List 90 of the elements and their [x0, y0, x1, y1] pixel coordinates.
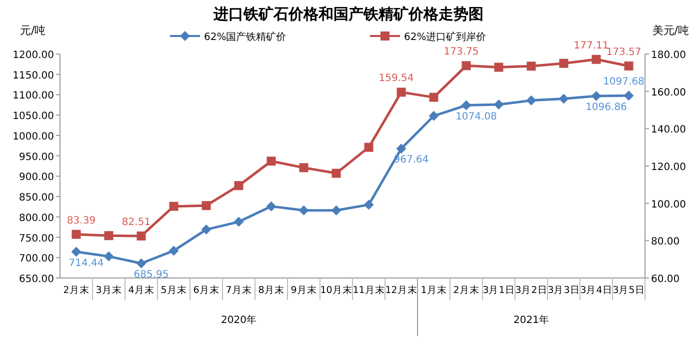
y-tick-label: 900.00	[19, 172, 54, 184]
x-tick-label: 2月末	[63, 284, 90, 296]
y-tick-label: 650.00	[19, 274, 54, 285]
point	[234, 181, 244, 190]
point	[104, 251, 114, 262]
point	[429, 92, 438, 102]
chart-title: 进口铁矿石价格和国产铁精矿价格走势图	[212, 5, 484, 23]
y-tick-label: 1150.00	[12, 70, 54, 82]
data-label: 173.75	[444, 46, 479, 58]
y2-tick-label: 120.00	[651, 162, 686, 173]
legend-label: 62%国产铁精矿价	[204, 31, 286, 43]
point	[169, 202, 178, 211]
point	[299, 163, 308, 172]
x-tick-label: 3月5日	[612, 285, 645, 296]
y2-tick-label: 140.00	[651, 124, 686, 136]
x-tick-label: 5月末	[160, 284, 187, 296]
point	[364, 142, 374, 152]
y-tick-label: 1100.00	[12, 90, 54, 102]
data-label: 1097.68	[603, 76, 644, 88]
x-tick-label: 3月末	[96, 284, 122, 296]
x-tick-label: 11月末	[352, 284, 385, 296]
point	[266, 201, 276, 212]
text: 2021年	[514, 314, 549, 326]
point	[526, 95, 536, 106]
x-tick-label: 1月末	[420, 284, 447, 296]
y-tick-label: 1050.00	[12, 111, 54, 122]
point	[526, 62, 536, 71]
point	[266, 156, 276, 166]
data-label: 1096.86	[586, 102, 627, 114]
data-label: 159.54	[378, 73, 414, 84]
point	[494, 62, 504, 72]
point	[461, 100, 472, 110]
point	[494, 100, 504, 110]
y-tick-label: 750.00	[19, 233, 54, 244]
point	[624, 62, 634, 71]
point	[202, 201, 211, 210]
x-tick-label: 3月2日	[515, 285, 548, 296]
x-tick-label: 6月末	[193, 284, 220, 296]
point	[396, 88, 406, 97]
data-label: 82.51	[122, 216, 151, 228]
point	[364, 200, 374, 210]
y-tick-label: 1000.00	[12, 131, 54, 142]
y2-tick-label: 180.00	[651, 50, 686, 61]
point	[201, 224, 212, 235]
point	[136, 258, 146, 268]
x-tick-label: 3月4日	[580, 285, 612, 296]
data-label: 1074.08	[456, 111, 497, 122]
x-tick-label: 8月末	[258, 284, 284, 296]
point	[71, 246, 82, 257]
y2-tick-label: 80.00	[651, 236, 680, 248]
point	[624, 90, 634, 101]
point	[559, 58, 568, 68]
point	[558, 94, 569, 104]
point	[104, 231, 114, 240]
point	[591, 91, 602, 102]
x-tick-label: 10月末	[320, 284, 352, 296]
point	[136, 231, 146, 240]
x-tick-label: 7月末	[226, 284, 252, 296]
y2-axis-title: 美元/吨	[652, 24, 689, 37]
point	[168, 246, 179, 256]
y-tick-label: 1200.00	[12, 50, 54, 61]
x-tick-label: 2月末	[453, 284, 480, 296]
y-tick-label: 700.00	[19, 254, 54, 265]
x-tick-label: 12月末	[385, 284, 418, 296]
point	[462, 61, 471, 70]
x-tick-label: 9月末	[290, 284, 317, 296]
y-tick-label: 850.00	[19, 192, 54, 204]
y-tick-label: 950.00	[19, 152, 54, 163]
data-label: 83.39	[66, 215, 96, 226]
x-tick-label: 3月1日	[482, 285, 515, 296]
x-tick-label: 4月末	[128, 284, 154, 296]
point	[72, 230, 81, 239]
y2-tick-label: 160.00	[651, 87, 686, 98]
data-label: 714.44	[68, 258, 104, 269]
point	[428, 110, 439, 121]
legend-label: 62%进口矿到岸价	[404, 31, 486, 43]
point	[396, 144, 406, 154]
y-axis-title: 元/吨	[20, 24, 46, 37]
x-tick-label: 3月3日	[548, 285, 580, 296]
point	[331, 205, 342, 216]
y2-tick-label: 100.00	[651, 199, 686, 210]
data-label: 177.11	[574, 40, 609, 52]
y2-tick-label: 60.00	[651, 274, 680, 285]
point	[332, 168, 341, 178]
point	[298, 205, 309, 216]
y-tick-label: 800.00	[19, 212, 54, 224]
point	[234, 216, 244, 227]
text: 2020年	[221, 314, 256, 326]
data-label: 173.57	[606, 47, 642, 58]
point	[592, 54, 601, 64]
